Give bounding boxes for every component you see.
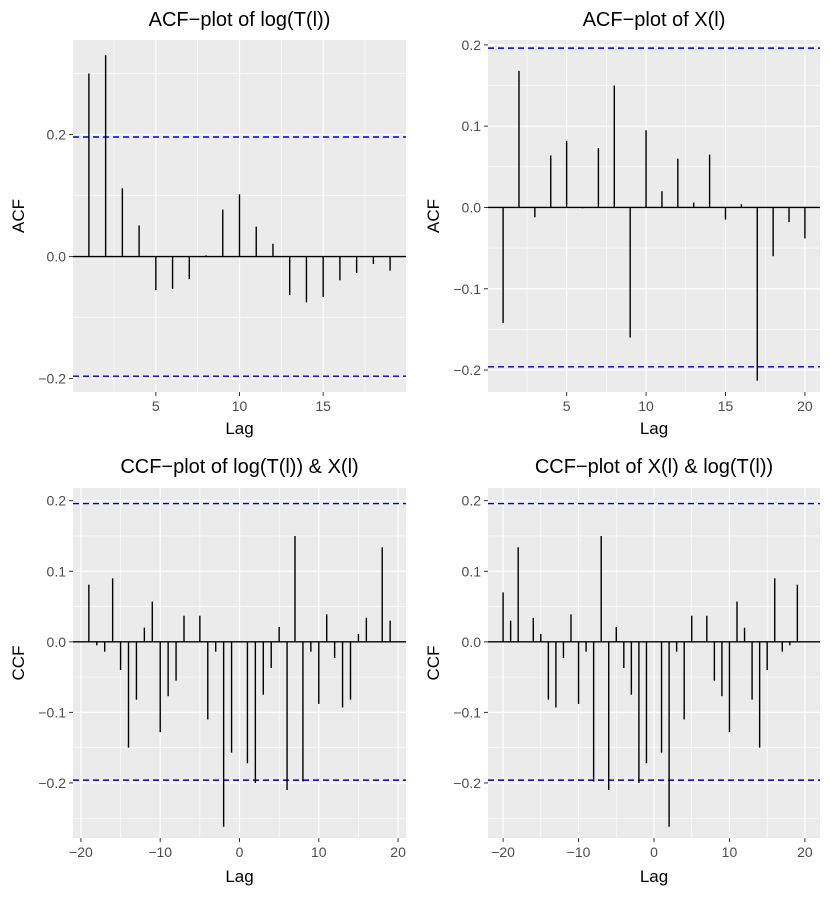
y-tick-label: −0.1 [453, 281, 481, 297]
x-tick-label: 10 [722, 844, 738, 860]
x-tick-label: 20 [797, 844, 813, 860]
x-tick-label: 5 [152, 398, 160, 414]
y-tick-label: 0.0 [47, 634, 67, 650]
y-axis-label: ACF [9, 199, 28, 233]
x-axis-label: Lag [225, 867, 253, 886]
x-tick-label: −10 [567, 844, 591, 860]
y-tick-label: −0.1 [38, 704, 66, 720]
chart-panel-3: −0.2 −0.1 0.0 0.1 0.2 −20 −10 0 10 20 CCF−plot of … [9, 456, 406, 886]
y-tick-label: 0.2 [47, 127, 67, 143]
y-tick-label: −0.2 [453, 775, 481, 791]
chart-panel-1: −0.2 0.0 0.2 5 10 15 ACF−plot of log(T(l)) Lag A… [9, 9, 406, 438]
x-tick-label: −10 [148, 844, 172, 860]
plot-panel-background [488, 40, 820, 392]
x-axis-label: Lag [640, 867, 668, 886]
chart-title: CCF−plot of log(T(l)) & X(l) [120, 456, 358, 478]
y-tick-label: 0.0 [462, 199, 482, 215]
x-axis-label: Lag [225, 419, 253, 438]
x-tick-label: 10 [311, 844, 327, 860]
y-tick-label: 0.2 [462, 493, 482, 509]
y-axis-label: CCF [424, 646, 443, 681]
x-tick-label: 5 [563, 398, 571, 414]
y-axis-label: ACF [424, 199, 443, 233]
x-tick-label: 15 [718, 398, 734, 414]
x-tick-label: 10 [638, 398, 654, 414]
x-axis-label: Lag [640, 419, 668, 438]
y-tick-label: 0.1 [47, 563, 67, 579]
x-tick-label: −20 [69, 844, 93, 860]
y-tick-label: 0.0 [462, 634, 482, 650]
chart-title: CCF−plot of X(l) & log(T(l)) [535, 456, 773, 478]
y-tick-label: −0.2 [453, 362, 481, 378]
y-tick-label: −0.2 [38, 775, 66, 791]
y-tick-label: 0.1 [462, 118, 482, 134]
y-axis-label: CCF [9, 646, 28, 681]
y-tick-label: 0.2 [462, 37, 482, 53]
x-tick-label: 0 [236, 844, 244, 860]
y-tick-label: 0.1 [462, 563, 482, 579]
y-tick-label: −0.1 [453, 704, 481, 720]
chart-panel-2: −0.2 −0.1 0.0 0.1 0.2 5 10 15 20 ACF−plot of X(l)… [424, 9, 820, 438]
y-tick-label: 0.2 [47, 493, 67, 509]
chart-title: ACF−plot of log(T(l)) [149, 9, 331, 31]
chart-panel-4: −0.2 −0.1 0.0 0.1 0.2 −20 −10 0 10 20 CCF−plot of … [424, 456, 820, 886]
x-tick-label: 20 [797, 398, 813, 414]
x-tick-label: 15 [315, 398, 331, 414]
chart-title: ACF−plot of X(l) [583, 9, 726, 31]
x-tick-label: 20 [390, 844, 406, 860]
x-tick-label: −20 [491, 844, 515, 860]
x-tick-label: 0 [650, 844, 658, 860]
y-tick-label: 0.0 [47, 249, 67, 265]
x-tick-label: 10 [232, 398, 248, 414]
y-tick-label: −0.2 [38, 371, 66, 387]
